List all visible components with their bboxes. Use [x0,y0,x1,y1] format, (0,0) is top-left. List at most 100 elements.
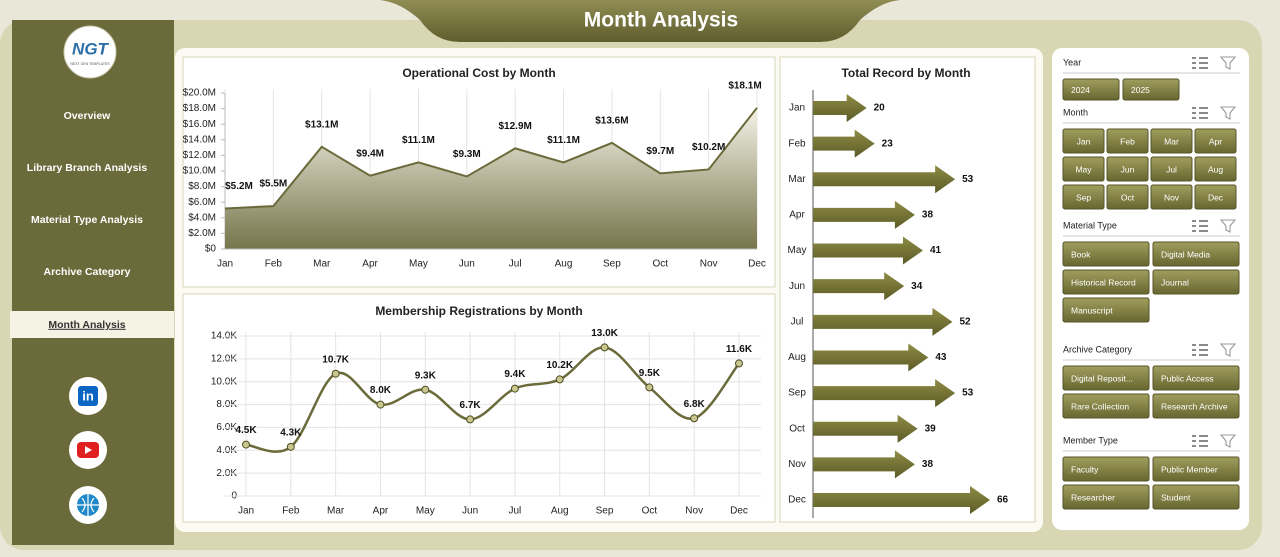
slicer-button[interactable] [1062,156,1105,182]
point [690,414,699,423]
x-tick-label: Nov [685,506,703,517]
y-tick-label: $18.0M [183,103,216,114]
slicer-button[interactable] [1152,241,1240,267]
data-label: $13.6M [595,116,628,127]
x-tick-label: Feb [265,259,283,270]
menu-item[interactable]: Archive Category [44,266,131,278]
point [645,383,654,392]
slicer-button[interactable] [1062,241,1150,267]
slicer-button[interactable] [1194,184,1237,210]
slicer-button[interactable] [1062,128,1105,154]
slicer-button[interactable] [1062,484,1150,510]
slicer-button[interactable] [1062,297,1150,323]
slicer-title: Month [1063,107,1088,117]
x-tick-label: Oct [642,506,658,517]
data-label: $13.1M [305,119,338,130]
y-tick-label: $8.0M [188,181,216,192]
slicer-item: Rare Collection [1071,401,1129,411]
data-label: 9.3K [415,370,437,381]
data-label: 20 [874,103,886,114]
slicer-button[interactable] [1152,456,1240,482]
y-tick-label: May [788,245,807,256]
slicer-item: Manuscript [1071,305,1113,315]
slicer-item: Researcher [1071,492,1115,502]
slicer-button[interactable] [1062,393,1150,419]
data-label: 43 [935,352,947,363]
data-label: 41 [930,245,942,256]
bar [813,379,956,408]
slicer-item: 2025 [1131,85,1150,95]
data-label: 6.8K [684,399,706,410]
slicer-button[interactable] [1194,128,1237,154]
slicer-item: Book [1071,249,1091,259]
multi-select-icon[interactable] [1192,220,1208,232]
menu-item[interactable]: Overview [64,110,112,122]
multi-select-icon[interactable] [1192,107,1208,119]
slicer-button[interactable] [1062,78,1120,101]
clear-filter-icon[interactable] [1219,106,1237,120]
data-label: 4.3K [280,427,302,438]
menu-item[interactable]: Library Branch Analysis [27,162,148,174]
data-label: $11.1M [402,135,435,146]
menu-item[interactable]: Material Type Analysis [31,214,143,226]
x-tick-label: Aug [555,259,573,270]
slicer-button[interactable] [1152,269,1240,295]
bar [813,200,915,229]
slicer-button[interactable] [1150,128,1193,154]
x-tick-label: Aug [551,506,569,517]
slicer-button[interactable] [1106,184,1149,210]
slicer-button[interactable] [1150,156,1193,182]
slicer-button[interactable] [1106,128,1149,154]
clear-filter-icon[interactable] [1219,343,1237,357]
y-tick-label: $16.0M [183,119,216,130]
y-tick-label: Apr [789,210,805,221]
data-label: 6.7K [460,400,482,411]
x-tick-label: Jul [509,259,522,270]
slicer-button[interactable] [1062,269,1150,295]
area-line [224,107,758,210]
slicer-button[interactable] [1152,484,1240,510]
y-tick-label: Nov [788,459,806,470]
slicer-item: Feb [1120,136,1135,146]
x-tick-label: Jul [509,506,522,517]
slicer-button[interactable] [1062,365,1150,391]
multi-select-icon[interactable] [1192,344,1208,356]
slicer-button[interactable] [1062,456,1150,482]
slicer-item: Public Member [1161,464,1218,474]
y-tick-label: Dec [788,495,806,506]
slicer-item: Public Access [1161,373,1213,383]
area-fill [225,107,757,249]
linkedin-glyph: in [82,388,94,403]
x-tick-label: Mar [327,506,345,517]
slicer-button[interactable] [1194,156,1237,182]
slicer-item: Oct [1121,192,1135,202]
point [421,385,430,394]
clear-filter-icon[interactable] [1219,56,1237,70]
multi-select-icon[interactable] [1192,57,1208,69]
y-tick-label: Jul [791,316,804,327]
logo [63,25,117,79]
slicer-item: Apr [1209,136,1222,146]
x-tick-label: Feb [282,506,300,517]
y-tick-label: Sep [788,388,806,399]
slicer-button[interactable] [1152,365,1240,391]
slicer-item: Research Archive [1161,401,1228,411]
clear-filter-icon[interactable] [1219,434,1237,448]
data-label: 66 [997,495,1009,506]
menu-item[interactable]: Month Analysis [48,319,125,331]
data-label: $9.3M [453,149,481,160]
slicer-button[interactable] [1152,393,1240,419]
point [242,440,250,449]
slicer-button[interactable] [1062,184,1105,210]
x-tick-label: May [416,506,435,517]
slicer-item: Student [1161,492,1191,502]
multi-select-icon[interactable] [1192,435,1208,447]
data-label: $5.5M [259,179,287,190]
linkedin-icon [78,386,98,406]
slicer-button[interactable] [1106,156,1149,182]
slicer-button[interactable] [1122,78,1180,101]
clear-filter-icon[interactable] [1219,219,1237,233]
slicer-button[interactable] [1150,184,1193,210]
bar [813,129,875,158]
